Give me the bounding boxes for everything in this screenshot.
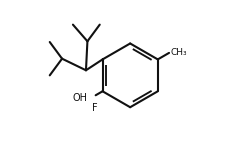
Text: F: F	[92, 103, 98, 113]
Text: OH: OH	[73, 93, 88, 103]
Text: CH₃: CH₃	[170, 48, 187, 57]
